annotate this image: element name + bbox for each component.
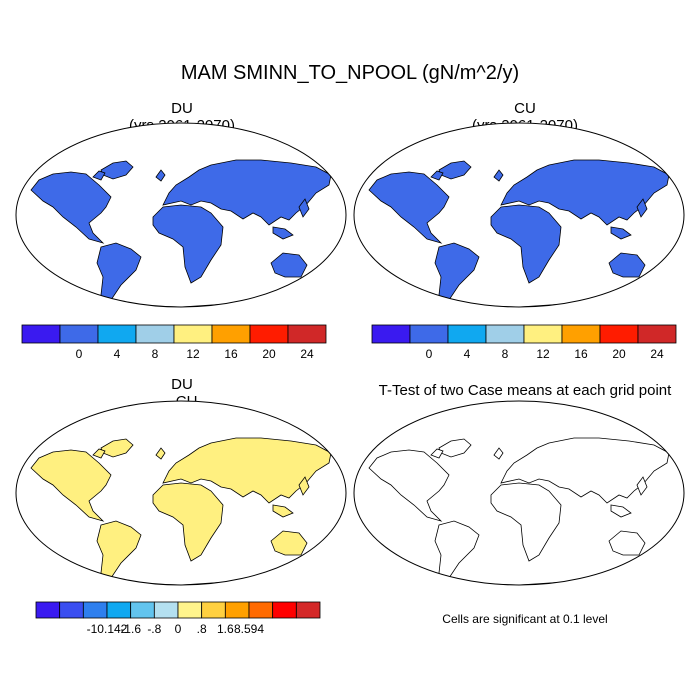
colorbar-tick-label: 8 bbox=[502, 347, 509, 361]
colorbar-swatch bbox=[201, 601, 226, 619]
colorbar-swatch bbox=[97, 324, 137, 344]
map-panel-0 bbox=[15, 122, 347, 308]
colorbar-swatch bbox=[106, 601, 132, 619]
colorbar-tick-label: 20 bbox=[262, 347, 276, 361]
colorbar-tick-label: 4 bbox=[114, 347, 121, 361]
colorbar-swatch bbox=[287, 324, 327, 344]
panel-ttest-title-line1: T-Test of two Case means at each grid po… bbox=[378, 382, 672, 399]
colorbar-tick-label: 16 bbox=[224, 347, 238, 361]
colorbar-swatch bbox=[485, 324, 525, 344]
colorbar-swatch bbox=[248, 601, 274, 619]
colorbar-2: -10.142-1.6 -.8 0 .8 1.6 8.594 bbox=[35, 601, 321, 636]
colorbar-tick-label: 4 bbox=[464, 347, 471, 361]
colorbar-swatch bbox=[59, 324, 99, 344]
colorbar-swatch bbox=[130, 601, 155, 619]
map-panel-3 bbox=[353, 400, 685, 586]
colorbar-tick-label: 8 bbox=[152, 347, 159, 361]
colorbar-swatch bbox=[272, 601, 297, 619]
colorbar-tick-label: 12 bbox=[186, 347, 200, 361]
colorbar-tick-label: .8 bbox=[197, 622, 207, 636]
colorbar-tick-label: 16 bbox=[574, 347, 588, 361]
colorbar-tick-label: 0 bbox=[76, 347, 83, 361]
colorbar-0: 0 4 8 12 16 20 24 bbox=[21, 324, 327, 361]
colorbar-swatch bbox=[447, 324, 487, 344]
colorbar-swatch bbox=[371, 324, 411, 344]
colorbar-tick-label: 0 bbox=[426, 347, 433, 361]
colorbar-swatch bbox=[21, 324, 61, 344]
colorbar-swatch bbox=[637, 324, 677, 344]
colorbar-swatch bbox=[35, 601, 61, 619]
map-panel-1 bbox=[353, 122, 685, 308]
colorbar-tick-label: -.8 bbox=[147, 622, 161, 636]
colorbar-tick-label: 0 bbox=[175, 622, 182, 636]
map-border bbox=[15, 122, 347, 308]
colorbar-tick-label: -1.6 bbox=[120, 622, 141, 636]
colorbar-swatch bbox=[177, 601, 203, 619]
significance-note: Cells are significant at 0.1 level bbox=[442, 612, 608, 626]
panel-diff-title-line1: DU bbox=[171, 376, 193, 393]
panel-cu-title-line1: CU bbox=[514, 100, 536, 117]
colorbar-swatch bbox=[59, 601, 84, 619]
colorbar-tick-label: 24 bbox=[650, 347, 664, 361]
colorbar-tick-label: 8.594 bbox=[234, 622, 264, 636]
colorbar-swatch bbox=[409, 324, 449, 344]
map-border bbox=[353, 400, 685, 586]
colorbar-tick-label: 1.6 bbox=[217, 622, 234, 636]
colorbar-swatch bbox=[82, 601, 108, 619]
colorbar-tick-label: 20 bbox=[612, 347, 626, 361]
colorbar-tick-label: 12 bbox=[536, 347, 550, 361]
map-border bbox=[353, 122, 685, 308]
colorbar-swatch bbox=[295, 601, 321, 619]
colorbar-swatch bbox=[224, 601, 250, 619]
colorbar-tick-label: -10.142 bbox=[87, 622, 128, 636]
colorbar-swatch bbox=[249, 324, 289, 344]
colorbar-swatch bbox=[173, 324, 213, 344]
colorbar-swatch bbox=[599, 324, 639, 344]
colorbar-swatch bbox=[135, 324, 175, 344]
map-border bbox=[15, 400, 347, 586]
figure-title: MAM SMINN_TO_NPOOL (gN/m^2/y) bbox=[180, 62, 520, 84]
colorbar-swatch bbox=[211, 324, 251, 344]
panel-du-title-line1: DU bbox=[171, 100, 193, 117]
colorbar-swatch bbox=[153, 601, 179, 619]
map-panel-2 bbox=[15, 400, 347, 586]
colorbar-tick-label: 24 bbox=[300, 347, 314, 361]
panel-ttest-title: T-Test of two Case means at each grid po… bbox=[355, 382, 695, 399]
colorbar-swatch bbox=[523, 324, 563, 344]
colorbar-swatch bbox=[561, 324, 601, 344]
colorbar-1: 0 4 8 12 16 20 24 bbox=[371, 324, 677, 361]
